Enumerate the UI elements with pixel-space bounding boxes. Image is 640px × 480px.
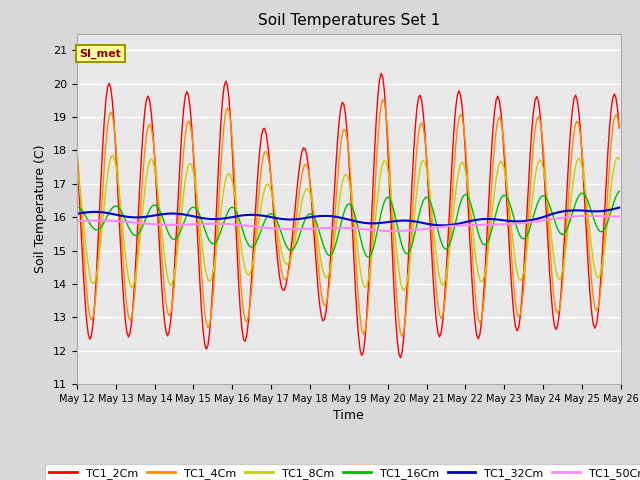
- Text: SI_met: SI_met: [79, 48, 122, 59]
- TC1_8Cm: [379, 160, 387, 166]
- TC1_16Cm: [73, 204, 81, 210]
- TC1_16Cm: [364, 254, 372, 260]
- TC1_8Cm: [109, 153, 116, 158]
- TC1_50Cm: [525, 219, 532, 225]
- Line: TC1_32Cm: TC1_32Cm: [77, 207, 619, 226]
- X-axis label: Time: Time: [333, 409, 364, 422]
- TC1_50Cm: [235, 222, 243, 228]
- TC1_32Cm: [378, 220, 385, 226]
- TC1_8Cm: [237, 237, 244, 242]
- TC1_4Cm: [79, 240, 87, 246]
- TC1_50Cm: [387, 228, 395, 234]
- TC1_50Cm: [518, 220, 526, 226]
- TC1_32Cm: [518, 218, 526, 224]
- TC1_32Cm: [73, 211, 81, 216]
- TC1_2Cm: [378, 71, 385, 76]
- TC1_2Cm: [520, 269, 527, 275]
- TC1_32Cm: [525, 217, 532, 223]
- TC1_2Cm: [379, 74, 387, 80]
- TC1_4Cm: [378, 102, 385, 108]
- Line: TC1_8Cm: TC1_8Cm: [77, 156, 619, 290]
- TC1_16Cm: [379, 204, 387, 209]
- TC1_8Cm: [73, 166, 81, 171]
- TC1_4Cm: [520, 285, 527, 291]
- Y-axis label: Soil Temperature (C): Soil Temperature (C): [35, 144, 47, 273]
- TC1_8Cm: [400, 288, 408, 293]
- TC1_4Cm: [526, 188, 534, 194]
- Line: TC1_4Cm: TC1_4Cm: [77, 99, 619, 336]
- TC1_4Cm: [193, 192, 200, 197]
- TC1_4Cm: [73, 144, 81, 149]
- TC1_8Cm: [520, 270, 527, 276]
- TC1_16Cm: [525, 229, 532, 235]
- TC1_8Cm: [79, 218, 87, 224]
- TC1_32Cm: [439, 223, 447, 228]
- TC1_16Cm: [79, 209, 87, 215]
- TC1_50Cm: [193, 221, 200, 227]
- TC1_2Cm: [193, 215, 200, 220]
- Line: TC1_50Cm: TC1_50Cm: [77, 216, 619, 231]
- TC1_2Cm: [397, 355, 404, 360]
- TC1_50Cm: [615, 214, 623, 219]
- TC1_50Cm: [580, 213, 588, 219]
- TC1_4Cm: [235, 248, 243, 254]
- TC1_2Cm: [235, 282, 243, 288]
- TC1_2Cm: [526, 152, 534, 158]
- TC1_50Cm: [73, 218, 81, 224]
- TC1_8Cm: [195, 206, 202, 212]
- TC1_50Cm: [79, 218, 87, 224]
- TC1_2Cm: [79, 269, 87, 275]
- TC1_32Cm: [193, 214, 200, 220]
- TC1_32Cm: [79, 210, 87, 216]
- TC1_16Cm: [518, 236, 526, 241]
- TC1_8Cm: [526, 217, 534, 223]
- TC1_8Cm: [615, 156, 623, 162]
- TC1_16Cm: [615, 188, 623, 194]
- TC1_50Cm: [378, 228, 385, 233]
- TC1_4Cm: [379, 96, 387, 102]
- TC1_16Cm: [235, 215, 243, 221]
- TC1_4Cm: [398, 333, 406, 339]
- TC1_2Cm: [615, 125, 623, 131]
- Title: Soil Temperatures Set 1: Soil Temperatures Set 1: [258, 13, 440, 28]
- TC1_32Cm: [615, 204, 623, 210]
- Line: TC1_2Cm: TC1_2Cm: [77, 73, 619, 358]
- Legend: TC1_2Cm, TC1_4Cm, TC1_8Cm, TC1_16Cm, TC1_32Cm, TC1_50Cm: TC1_2Cm, TC1_4Cm, TC1_8Cm, TC1_16Cm, TC1…: [45, 464, 640, 480]
- TC1_16Cm: [193, 206, 200, 212]
- TC1_4Cm: [615, 124, 623, 130]
- Line: TC1_16Cm: TC1_16Cm: [77, 191, 619, 257]
- TC1_32Cm: [235, 213, 243, 219]
- TC1_2Cm: [73, 149, 81, 155]
